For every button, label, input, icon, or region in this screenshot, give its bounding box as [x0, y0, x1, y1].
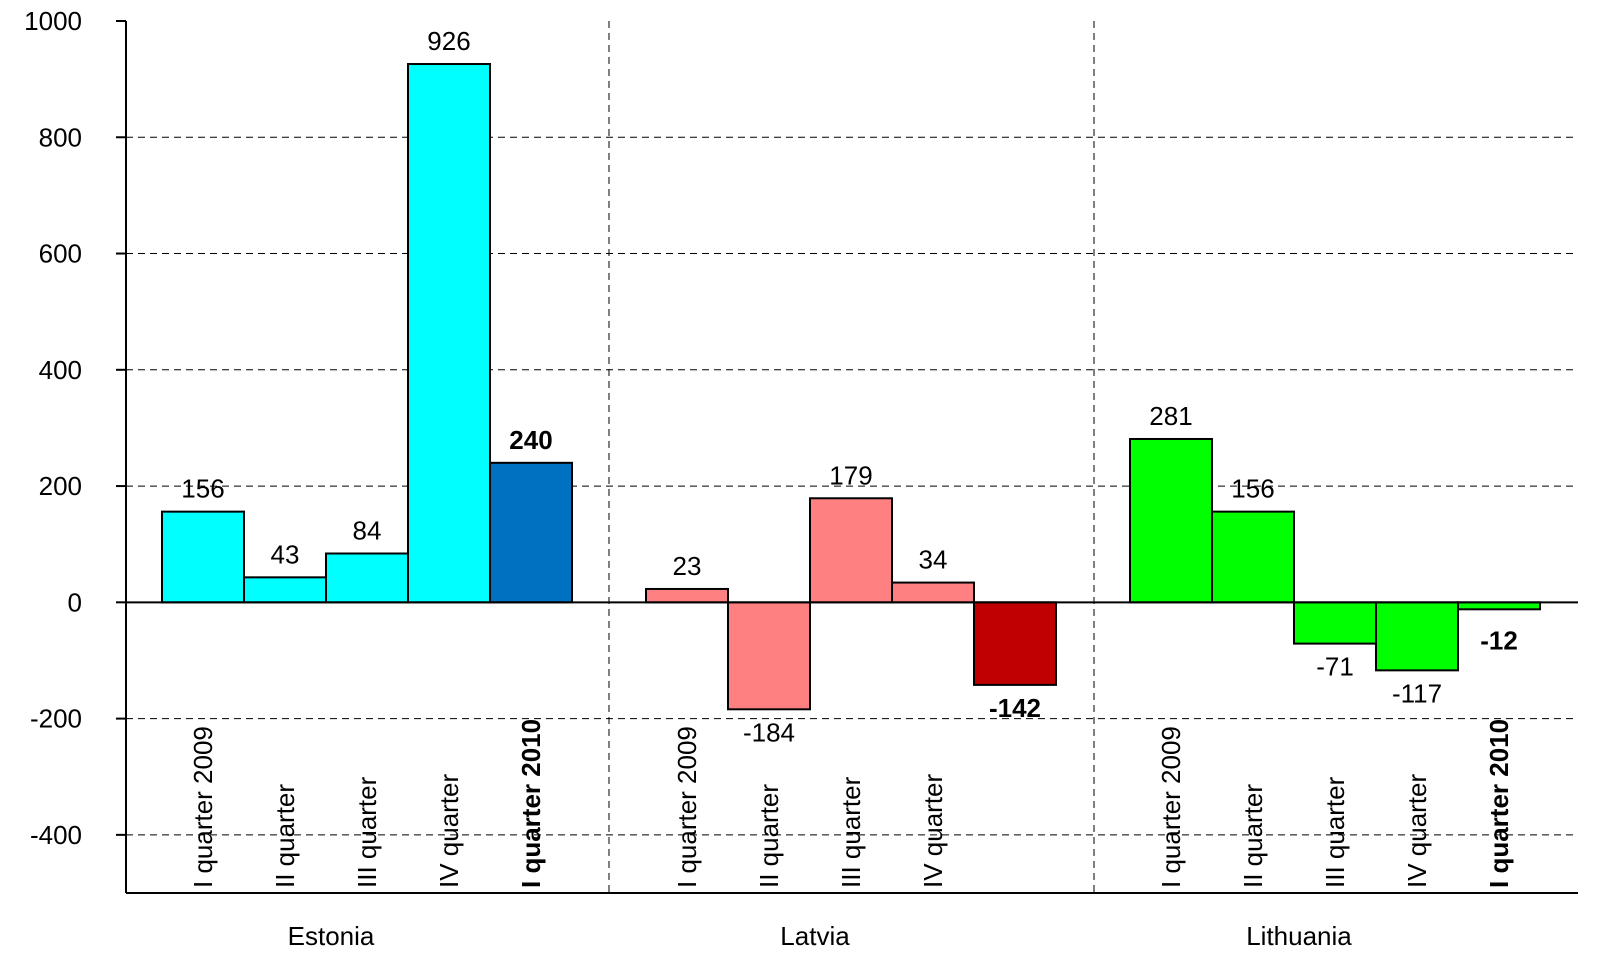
- y-tick-label: -400: [30, 820, 82, 850]
- y-tick-label: 0: [68, 587, 82, 617]
- bar: [243, 576, 327, 604]
- data-label: 43: [271, 539, 300, 569]
- data-label: -142: [989, 693, 1041, 723]
- data-label: 281: [1149, 401, 1192, 431]
- category-label: IV quarter: [434, 773, 464, 888]
- bar: [407, 63, 491, 604]
- bar: [325, 552, 409, 604]
- bar: [891, 581, 975, 604]
- y-tick-label: 600: [39, 239, 82, 269]
- group-label: Latvia: [780, 921, 850, 951]
- data-label: 23: [673, 551, 702, 581]
- data-label: 240: [509, 425, 552, 455]
- bar: [1375, 601, 1459, 672]
- category-label: I quarter 2010: [516, 719, 546, 888]
- data-label: -71: [1316, 652, 1354, 682]
- y-tick-label: -200: [30, 704, 82, 734]
- data-label: 926: [427, 26, 470, 56]
- y-tick-label: 400: [39, 355, 82, 385]
- category-label: IV quarter: [1402, 773, 1432, 888]
- bar: [645, 587, 729, 604]
- category-label: II quarter: [754, 784, 784, 888]
- category-label: I quarter 2009: [672, 726, 702, 888]
- bar: [489, 461, 573, 604]
- y-tick-label: 1000: [24, 6, 82, 36]
- bar: [973, 601, 1057, 686]
- category-label: I quarter 2009: [188, 726, 218, 888]
- data-label: 156: [1231, 474, 1274, 504]
- grid: [126, 21, 1578, 893]
- bar: [1211, 510, 1295, 604]
- category-label: II quarter: [1238, 784, 1268, 888]
- bar: [809, 497, 893, 604]
- bar: [1129, 437, 1213, 604]
- category-label: III quarter: [836, 776, 866, 888]
- category-label: II quarter: [270, 784, 300, 888]
- data-label: -184: [743, 717, 795, 747]
- data-label: 84: [353, 516, 382, 546]
- bar: [1457, 601, 1541, 611]
- data-label: 156: [181, 474, 224, 504]
- group-label: Lithuania: [1246, 921, 1352, 951]
- data-label: 179: [829, 460, 872, 490]
- category-label: III quarter: [352, 776, 382, 888]
- axes: [116, 20, 1578, 894]
- category-label: I quarter 2009: [1156, 726, 1186, 888]
- category-label: I quarter 2010: [1484, 719, 1514, 888]
- bars: [161, 63, 1541, 711]
- data-label: -117: [1392, 678, 1442, 708]
- bar: [727, 601, 811, 711]
- bar: [161, 510, 245, 604]
- data-label: -12: [1480, 625, 1518, 655]
- labels: -400 -200 0 200 400 600 800 1000 156 I quarter 20…: [24, 6, 1518, 951]
- bar: [1293, 601, 1377, 645]
- category-label: IV quarter: [918, 773, 948, 888]
- data-label: 34: [919, 545, 948, 575]
- y-tick-label: 800: [39, 122, 82, 152]
- y-tick-label: 200: [39, 471, 82, 501]
- group-label: Estonia: [288, 921, 375, 951]
- category-label: III quarter: [1320, 776, 1350, 888]
